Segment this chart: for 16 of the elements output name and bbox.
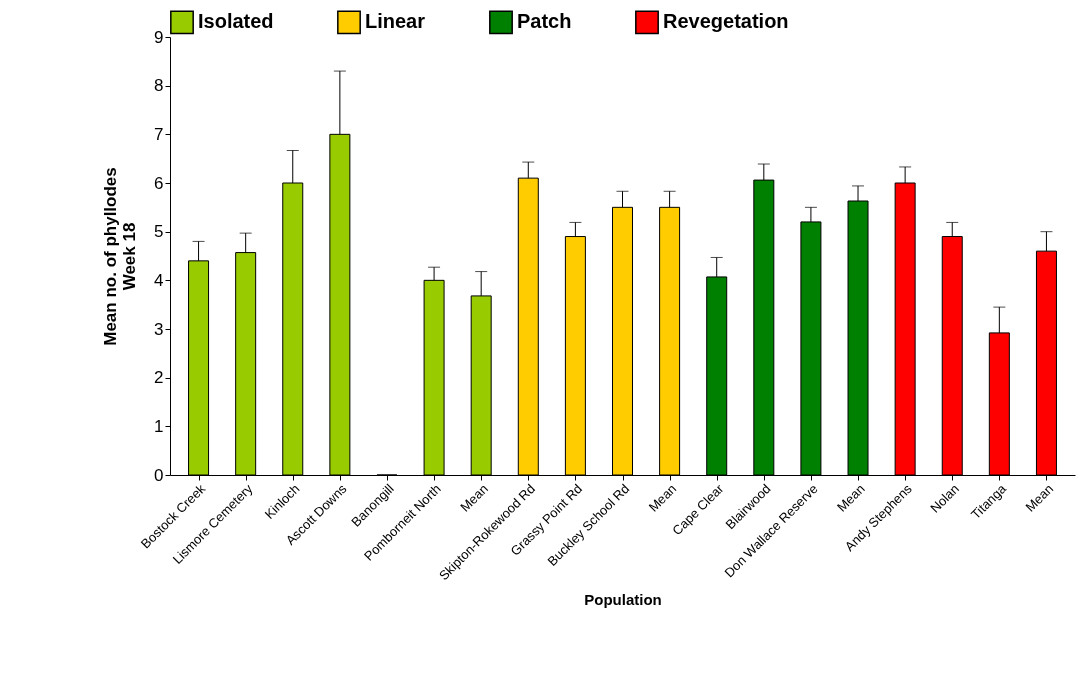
legend-label: Revegetation (663, 10, 789, 33)
x-axis-title: Population (584, 591, 662, 609)
y-tick-label: 0 (154, 465, 164, 485)
y-axis-title: Mean no. of phyllodes Week 18 (101, 167, 140, 346)
y-tick-label: 4 (154, 270, 164, 290)
y-tick-label: 6 (154, 173, 164, 193)
y-tick-label: 9 (154, 27, 164, 47)
y-tick-label: 2 (154, 368, 164, 388)
y-tick-label: 5 (154, 222, 164, 242)
y-tick-label: 1 (154, 416, 164, 436)
legend-label: Linear (365, 10, 426, 33)
legend-label: Isolated (198, 10, 274, 33)
y-tick-label: 8 (154, 76, 164, 96)
y-tick-label: 7 (154, 124, 164, 144)
legend-label: Patch (517, 10, 572, 33)
y-tick-label: 3 (154, 319, 164, 339)
